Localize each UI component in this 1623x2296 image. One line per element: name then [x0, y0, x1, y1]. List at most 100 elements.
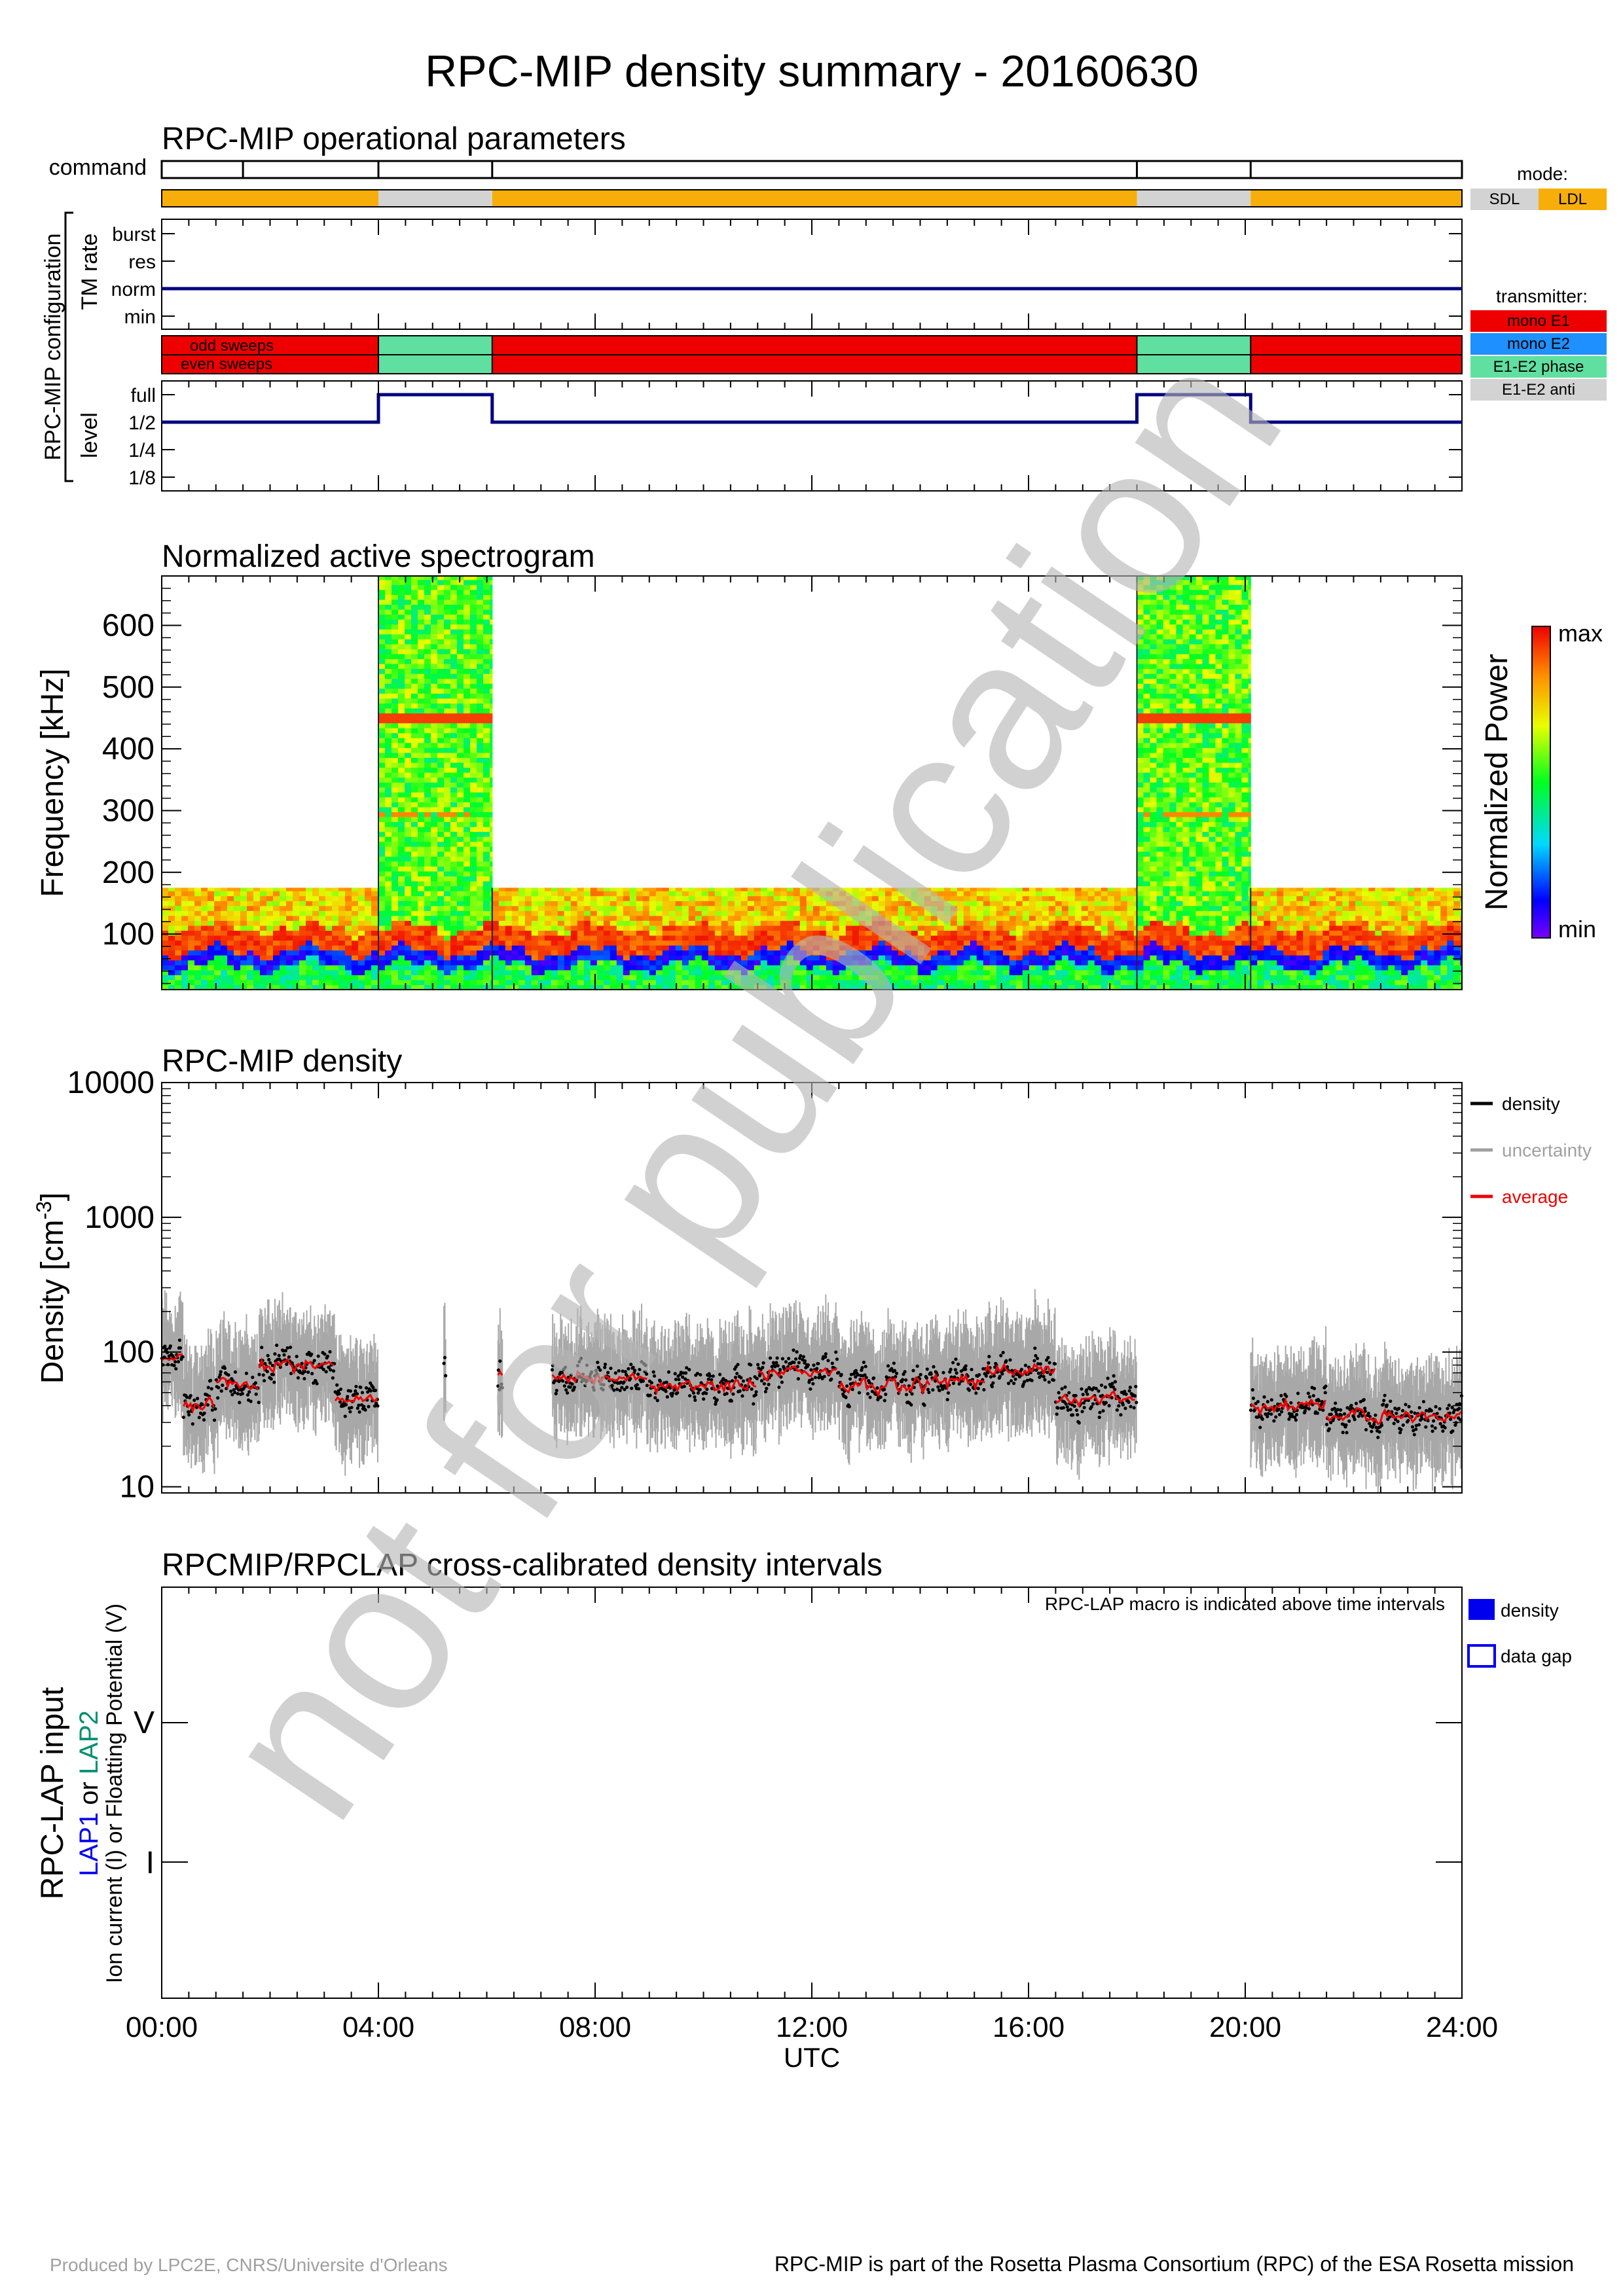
spectrogram-cell — [444, 910, 451, 916]
spectrogram-cell — [1150, 871, 1158, 876]
spectrogram-cell — [617, 945, 624, 950]
spectrogram-cell — [1150, 960, 1158, 965]
spectrogram-cell — [499, 960, 506, 965]
spectrogram-cell — [532, 970, 539, 975]
spectrogram-cell — [1036, 916, 1043, 921]
spectrogram-cell — [398, 683, 405, 689]
spectrogram-cell — [214, 888, 221, 891]
spectrogram-cell — [1121, 950, 1128, 956]
spectrogram-cell — [345, 960, 352, 965]
spectrogram-cell — [483, 624, 490, 630]
spectrogram-cell — [483, 634, 490, 639]
spectrogram-cell — [1137, 975, 1144, 980]
spectrogram-cell — [477, 644, 484, 649]
spectrogram-cell — [162, 901, 169, 906]
spectrogram-cell — [325, 906, 333, 911]
spectrogram-cell — [1144, 728, 1151, 733]
spectrogram-cell — [990, 975, 997, 980]
spectrogram-cell — [551, 891, 558, 896]
spectrogram-cell — [1163, 708, 1171, 713]
spectrogram-cell — [385, 807, 392, 812]
spectrogram-cell — [418, 668, 425, 673]
spectrogram-cell — [398, 910, 405, 916]
spectrogram-cell — [411, 836, 418, 842]
spectrogram-cell — [457, 817, 464, 822]
spectrogram-cell — [405, 970, 412, 975]
spectrogram-cell — [247, 950, 254, 956]
spectrogram-cell — [450, 821, 458, 827]
spectrogram-cell — [1068, 980, 1076, 985]
spectrogram-cell — [424, 896, 431, 901]
spectrogram-cell — [378, 689, 386, 694]
spectrogram-cell — [392, 683, 399, 689]
spectrogram-cell — [208, 920, 215, 925]
spectrogram-cell — [280, 970, 287, 975]
spectrogram-cell — [437, 901, 445, 906]
spectrogram-cell — [378, 624, 386, 630]
spectrogram-cell — [591, 945, 598, 950]
spectrogram-cell — [437, 639, 445, 644]
spectrogram-cell — [702, 916, 709, 921]
spectrogram-cell — [1029, 891, 1036, 896]
spectrogram-cell — [181, 941, 189, 946]
spectrogram-cell — [470, 604, 477, 609]
spectrogram-cell — [490, 629, 492, 634]
spectrogram-cell — [643, 910, 650, 916]
spectrogram-cell — [525, 916, 532, 921]
spectrogram-cell — [1176, 812, 1184, 817]
spectrogram-cell — [437, 757, 445, 762]
spectrogram-cell — [365, 980, 372, 985]
spectrogram-cell — [604, 970, 611, 975]
spectrogram-cell — [512, 941, 519, 946]
spectrogram-cell — [431, 644, 438, 649]
spectrogram-cell — [319, 975, 326, 980]
spectrogram-cell — [525, 955, 532, 960]
spectrogram-cell — [424, 654, 431, 659]
spectrogram-cell — [571, 950, 578, 956]
spectrogram-cell — [1176, 807, 1184, 812]
spectrogram-cell — [437, 950, 445, 956]
spectrogram-cell — [221, 906, 228, 911]
spectrogram-cell — [418, 590, 425, 595]
spectrogram-cell — [623, 935, 630, 941]
spectrogram-cell — [1137, 876, 1144, 881]
spectrogram-cell — [365, 965, 372, 970]
spectrogram-cell — [464, 679, 471, 684]
spectrogram-cell — [1163, 753, 1171, 758]
spectrogram-cell — [240, 910, 247, 916]
spectrogram-cell — [636, 945, 644, 950]
spectrogram-cell — [450, 807, 458, 812]
spectrogram-cell — [525, 910, 532, 916]
spectrogram-cell — [1055, 960, 1063, 965]
spectrogram-cell — [188, 970, 195, 975]
spectrogram-cell — [483, 708, 490, 713]
spectrogram-cell — [505, 901, 513, 906]
spectrogram-cell — [1036, 930, 1043, 935]
spectrogram-cell — [1127, 901, 1135, 906]
spectrogram-cell — [418, 935, 425, 941]
spectrogram-cell — [1163, 807, 1171, 812]
spectrogram-cell — [490, 817, 492, 822]
spectrogram-cell — [470, 876, 477, 881]
spectrogram-cell — [1163, 747, 1171, 753]
spectrogram-cell — [1042, 950, 1049, 956]
spectrogram-cell — [490, 861, 492, 867]
spectrogram-cell — [266, 910, 274, 916]
spectrogram-cell — [669, 916, 676, 921]
spectrogram-cell — [325, 970, 333, 975]
spectrogram-cell — [610, 975, 617, 980]
spectrogram-cell — [201, 888, 208, 891]
spectrogram-cell — [519, 980, 526, 985]
spectrogram-cell — [470, 920, 477, 925]
spectrogram-cell — [424, 673, 431, 679]
spectrogram-cell — [1163, 881, 1171, 886]
spectrogram-cell — [405, 743, 412, 748]
spectrogram-cell — [1082, 891, 1089, 896]
spectrogram-cell — [444, 629, 451, 634]
spectrogram-cell — [656, 888, 663, 891]
spectrogram-cell — [532, 930, 539, 935]
spectrogram-cell — [398, 935, 405, 941]
spectrogram-cell — [385, 871, 392, 876]
spectrogram-cell — [1088, 975, 1095, 980]
spectrogram-cell — [477, 619, 484, 624]
